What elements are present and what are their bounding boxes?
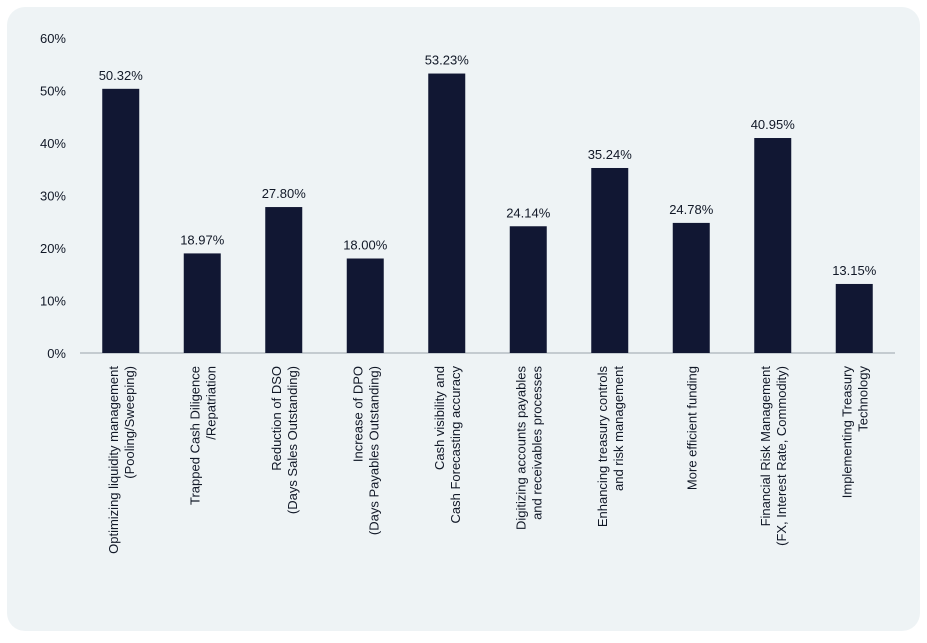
category-label: Digitizing accounts payables <box>513 366 528 531</box>
category-label: Optimizing liquidity management <box>106 366 121 554</box>
data-label: 24.78% <box>669 202 714 217</box>
data-label: 24.14% <box>506 205 551 220</box>
bar <box>183 253 221 353</box>
category-label: and receivables processes <box>529 366 544 520</box>
data-label: 40.95% <box>751 117 796 132</box>
bar <box>591 167 629 353</box>
category-label: Implementing Treasury <box>839 366 854 499</box>
category-label: Financial Risk Management <box>758 366 773 527</box>
category-label: (Pooling/Sweeping) <box>122 366 137 479</box>
category-label: (FX, Interest Rate, Commodity) <box>774 366 789 546</box>
data-label: 27.80% <box>262 186 307 201</box>
bar <box>346 258 384 353</box>
category-label: /Repatriation <box>203 366 218 440</box>
bar <box>265 207 303 353</box>
y-tick-label: 40% <box>40 136 66 151</box>
bar <box>835 283 873 353</box>
category-label: More efficient funding <box>684 366 699 490</box>
data-label: 18.00% <box>343 238 388 253</box>
data-label: 50.32% <box>99 68 144 83</box>
category-label: Trapped Cash Diligence <box>187 366 202 505</box>
category-label: (Days Sales Outstanding) <box>285 366 300 514</box>
data-label: 35.24% <box>588 147 633 162</box>
category-label: Reduction of DSO <box>269 366 284 471</box>
category-label: (Days Payables Outstanding) <box>366 366 381 535</box>
y-tick-label: 0% <box>47 346 66 361</box>
bar <box>102 88 140 353</box>
category-label: Enhancing treasury controls <box>595 366 610 528</box>
data-label: 13.15% <box>832 263 877 278</box>
category-label: Cash Forecasting accuracy <box>448 366 463 524</box>
y-tick-label: 50% <box>40 84 66 99</box>
y-tick-label: 10% <box>40 294 66 309</box>
category-label: Increase of DPO <box>350 366 365 462</box>
bar <box>509 226 547 353</box>
bar <box>672 222 710 353</box>
category-label: Technology <box>855 366 870 432</box>
y-tick-label: 30% <box>40 189 66 204</box>
data-label: 18.97% <box>180 232 225 247</box>
y-tick-label: 60% <box>40 31 66 46</box>
bar <box>428 73 466 353</box>
data-label: 53.23% <box>425 53 470 68</box>
bar <box>754 138 792 353</box>
category-label: and risk management <box>611 366 626 491</box>
category-label: Cash visibility and <box>432 366 447 470</box>
y-tick-label: 20% <box>40 241 66 256</box>
